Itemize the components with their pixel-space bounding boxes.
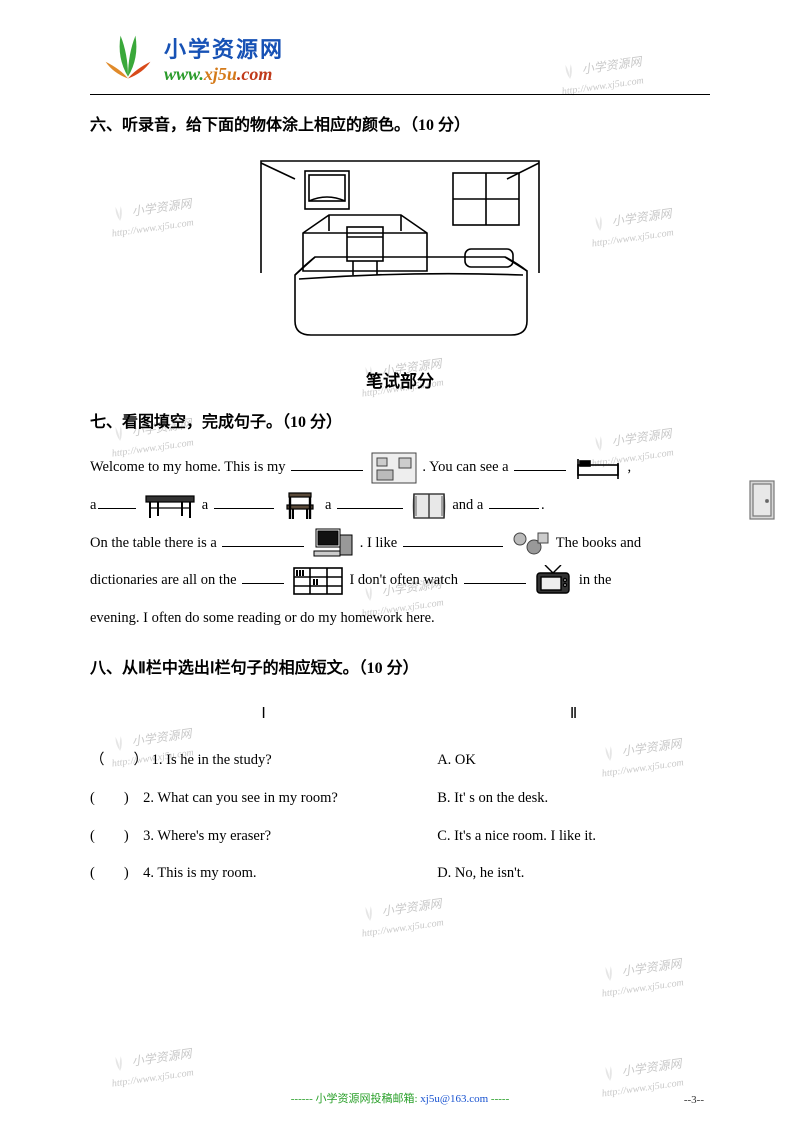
q7-text: , (627, 459, 631, 475)
q8-right-item: B. It' s on the desk. (437, 780, 710, 818)
footer-text: ----- (488, 1093, 509, 1105)
q7-text: The books and (556, 535, 641, 551)
written-section-title: 笔试部分 (90, 367, 710, 392)
q7-text: dictionaries are all on the (90, 572, 240, 588)
q7-text: evening. I often do some reading or do m… (90, 610, 435, 626)
toys-icon (510, 529, 550, 557)
blank[interactable] (291, 457, 363, 472)
logo-url: www.xj5u.com (164, 64, 284, 85)
q7-text: a (202, 497, 212, 513)
q8-col-1: Ⅰ （ ） 1. Is he in the study? ( ) 2. What… (90, 695, 437, 893)
q8-left-item: （ ） 1. Is he in the study? (90, 742, 437, 780)
q7-text: a (325, 497, 335, 513)
header-divider (90, 94, 710, 95)
window-icon (411, 491, 447, 521)
q8-right-item: D. No, he isn't. (437, 855, 710, 893)
blank[interactable] (403, 532, 503, 547)
blank[interactable] (98, 494, 136, 509)
chair-icon (281, 491, 319, 521)
q7-heading: 七、看图填空，完成句子。（10 分） (90, 410, 710, 436)
blank[interactable] (489, 494, 539, 509)
room-line-drawing (255, 153, 545, 343)
q7-text: in the (579, 572, 612, 588)
blank[interactable] (214, 494, 274, 509)
computer-icon (312, 527, 354, 559)
q7-text: I don't often watch (349, 572, 461, 588)
footer-email: xj5u@163.com (420, 1093, 488, 1105)
blank[interactable] (337, 494, 403, 509)
footer-text: ------ 小学资源网投稿邮箱: (291, 1093, 421, 1105)
q7-text: and a (452, 497, 487, 513)
blank[interactable] (464, 570, 526, 585)
q8-left-item: ( ) 2. What can you see in my room? (90, 780, 437, 818)
q8-columns: Ⅰ （ ） 1. Is he in the study? ( ) 2. What… (90, 695, 710, 893)
q7-text: . I like (360, 535, 401, 551)
table-icon (144, 492, 196, 520)
q7-text: . (541, 497, 545, 513)
logo-text: 小学资源网 www.xj5u.com (164, 32, 284, 85)
blank[interactable] (222, 532, 304, 547)
q7-text: . You can see a (422, 459, 512, 475)
leaf-icon (100, 30, 156, 86)
site-logo: 小学资源网 www.xj5u.com (100, 30, 710, 86)
q8-col-2: Ⅱ A. OK B. It' s on the desk. C. It's a … (437, 695, 710, 893)
blank[interactable] (514, 457, 566, 472)
q7-wrapper: Welcome to my home. This is my . You can… (90, 449, 710, 637)
bed-icon (574, 455, 622, 481)
q8-heading: 八、从Ⅱ栏中选出Ⅰ栏句子的相应短文。（10 分） (90, 656, 710, 682)
footer: ------ 小学资源网投稿邮箱: xj5u@163.com ----- (0, 1090, 800, 1106)
q7-paragraph: Welcome to my home. This is my . You can… (90, 449, 710, 637)
watermark: 小学资源网http://www.xj5u.com (598, 954, 685, 1000)
blank[interactable] (242, 570, 284, 585)
q7-text: Welcome to my home. This is my (90, 459, 289, 475)
col-head-1: Ⅰ (90, 695, 437, 734)
q8-right-item: A. OK (437, 742, 710, 780)
tv-icon (533, 565, 573, 597)
watermark: 小学资源网http://www.xj5u.com (108, 1044, 195, 1090)
q6-heading: 六、听录音，给下面的物体涂上相应的颜色。（10 分） (90, 113, 710, 139)
logo-title: 小学资源网 (164, 32, 284, 64)
page-content: 小学资源网 www.xj5u.com 六、听录音，给下面的物体涂上相应的颜色。（… (0, 0, 800, 923)
q8-left-item: ( ) 3. Where's my eraser? (90, 818, 437, 856)
q7-text: a (90, 497, 96, 513)
q8-left-item: ( ) 4. This is my room. (90, 855, 437, 893)
shelf-icon (292, 566, 344, 596)
q7-text: On the table there is a (90, 535, 220, 551)
room-icon (371, 452, 417, 484)
door-icon (748, 479, 776, 521)
col-head-2: Ⅱ (437, 695, 710, 734)
page-number: --3-- (684, 1094, 704, 1106)
q8-right-item: C. It's a nice room. I like it. (437, 818, 710, 856)
